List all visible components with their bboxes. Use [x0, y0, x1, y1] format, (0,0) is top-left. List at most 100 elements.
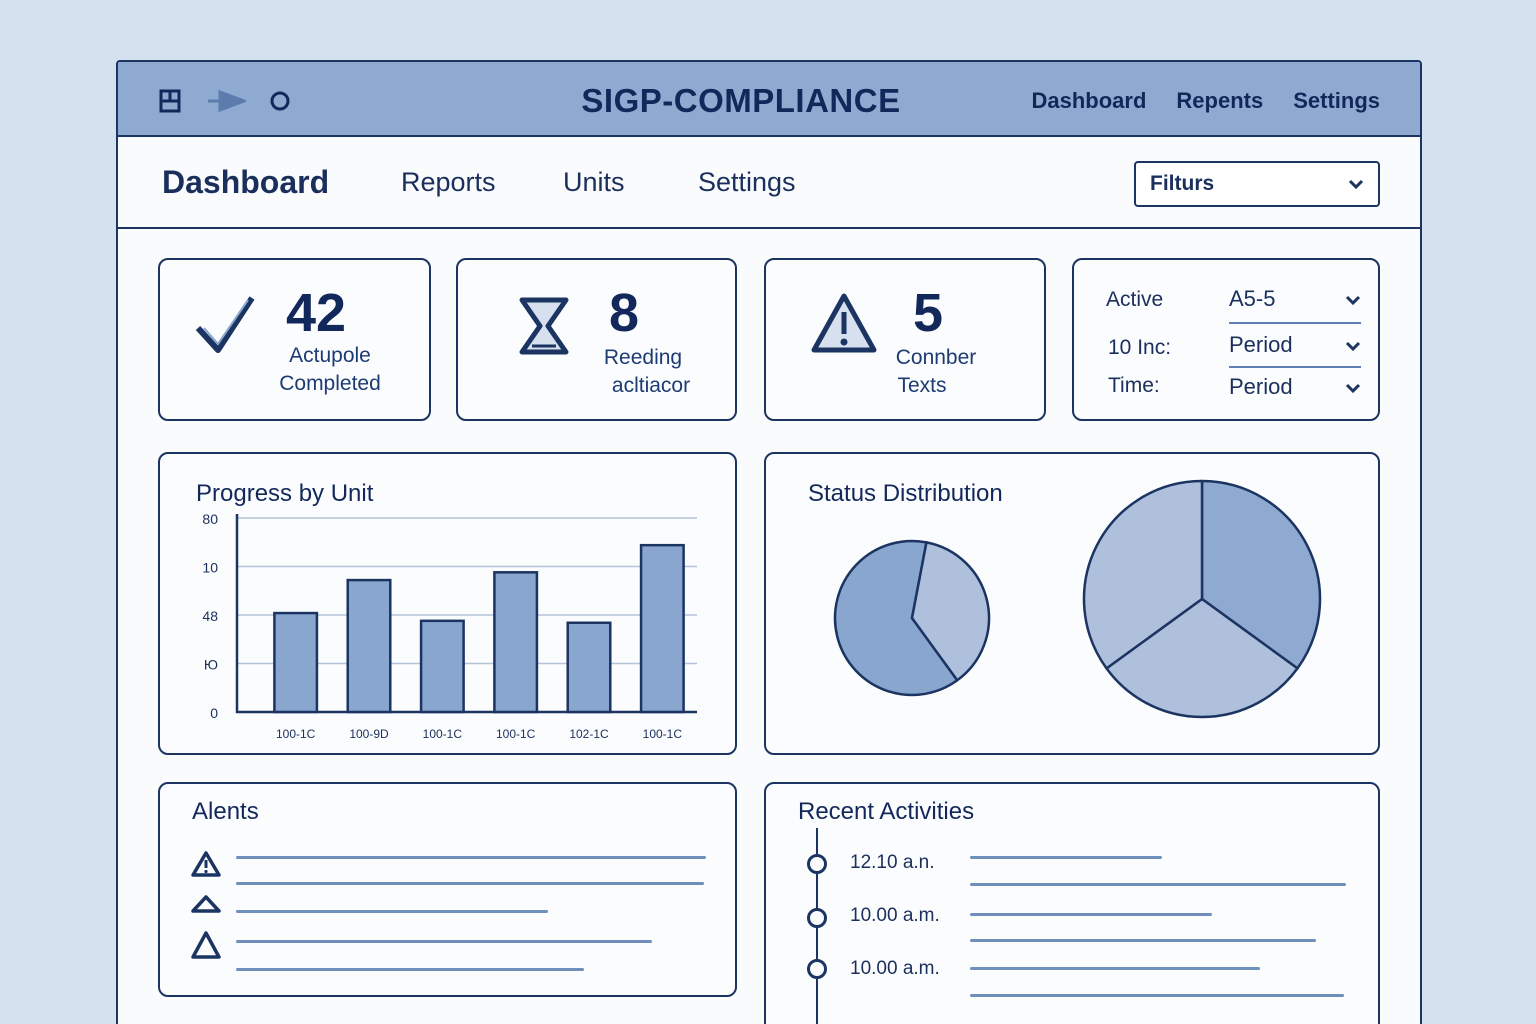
activity-time: 12.10 a.n. — [850, 852, 935, 873]
x-tick-label: 100-1C — [496, 727, 536, 741]
pie-slice[interactable] — [1105, 597, 1299, 719]
stat-label-line1: Actupole — [289, 344, 371, 367]
filter-value: A5-5 — [1229, 286, 1276, 311]
triangle-outline-icon[interactable] — [190, 930, 222, 965]
warning-icon — [810, 292, 878, 359]
panel-title: Status Distribution — [808, 480, 1003, 507]
tab-settings[interactable]: Settings — [698, 167, 796, 197]
bar[interactable] — [419, 619, 465, 714]
timeline-dot — [807, 854, 827, 874]
app-window: SIGP-COMPLIANCE Dashboard Repents Settin… — [116, 60, 1422, 1024]
alert-placeholder-line — [236, 910, 548, 913]
forward-arrow-icon[interactable] — [206, 88, 246, 114]
top-nav-settings[interactable]: Settings — [1293, 88, 1380, 113]
alert-placeholder-line — [236, 882, 704, 885]
bar[interactable] — [639, 543, 685, 714]
divider — [1229, 322, 1361, 324]
title-bar: SIGP-COMPLIANCE Dashboard Repents Settin… — [118, 62, 1420, 137]
stat-label-line2: Texts — [897, 374, 947, 397]
activity-placeholder-line — [970, 913, 1212, 916]
chevron-down-icon — [1345, 286, 1361, 312]
bar[interactable] — [346, 578, 392, 714]
pie-charts — [833, 479, 1322, 719]
filter-select-inc[interactable]: Period — [1229, 332, 1361, 358]
activities-panel: Recent Activities 12.10 a.n. 10.00 a.m. … — [764, 782, 1380, 1024]
tab-units[interactable]: Units — [563, 167, 625, 197]
y-tick-label: 10 — [202, 560, 218, 576]
progress-panel: Progress by Unit 0 Ю 48 10 80 100-1C 100-9D 100… — [158, 452, 737, 755]
bar[interactable] — [273, 611, 319, 714]
chevron-down-icon — [1348, 172, 1364, 196]
stat-value: 8 — [609, 283, 640, 343]
filter-label-active: Active — [1106, 288, 1164, 311]
filter-select-active[interactable]: A5-5 — [1229, 286, 1361, 312]
activity-placeholder-line — [970, 967, 1260, 970]
activity-time: 10.00 a.m. — [850, 958, 940, 979]
bar-chart: 0 Ю 48 10 80 100-1C 100-9D 100-1C 100-1C 102-1C 10… — [202, 511, 697, 741]
sub-nav: Dashboard Reports Units Settings Filturs — [118, 137, 1420, 229]
stat-card-completed[interactable]: 42 Actupole Completed — [158, 258, 431, 421]
tab-reports[interactable]: Reports — [401, 167, 496, 197]
alert-placeholder-line — [236, 968, 584, 971]
stat-value: 42 — [286, 283, 347, 343]
top-nav-reports[interactable]: Repents — [1176, 88, 1264, 113]
hourglass-icon — [518, 296, 570, 361]
x-tick-label: 102-1C — [569, 727, 609, 741]
checkmark-icon — [194, 294, 256, 361]
alerts-panel: Alents — [158, 782, 737, 997]
filter-value: Period — [1229, 332, 1293, 357]
app-title: SIGP-COMPLIANCE — [581, 82, 901, 119]
filters-dropdown[interactable]: Filturs — [1134, 161, 1380, 207]
activity-placeholder-line — [970, 939, 1316, 942]
status-panel: Status Distribution — [764, 452, 1380, 755]
tab-dashboard[interactable]: Dashboard — [162, 164, 330, 200]
warning-icon[interactable] — [190, 850, 222, 883]
x-tick-label: 100-9D — [349, 727, 389, 741]
x-tick-label: 100-1C — [423, 727, 463, 741]
top-nav: Dashboard Repents Settings — [1031, 88, 1380, 114]
activity-placeholder-line — [970, 856, 1162, 859]
triangle-outline-icon[interactable] — [190, 894, 222, 919]
chevron-down-icon — [1345, 332, 1361, 358]
y-tick-label: 0 — [210, 705, 218, 721]
stat-card-pending[interactable]: 8 Reeding acltiacor — [456, 258, 737, 421]
alert-placeholder-line — [236, 940, 652, 943]
filters-dropdown-label: Filturs — [1150, 172, 1215, 195]
top-nav-dashboard[interactable]: Dashboard — [1031, 88, 1147, 113]
filters-card: Active A5-5 10 Inc: Period Time: Period — [1072, 258, 1380, 421]
alert-placeholder-line — [236, 856, 706, 859]
timeline-dot — [807, 959, 827, 979]
stat-card-texts[interactable]: 5 Connber Texts — [764, 258, 1046, 421]
x-tick-label: 100-1C — [643, 727, 683, 741]
divider — [1229, 366, 1361, 368]
pie-slice[interactable] — [1082, 479, 1204, 670]
filter-select-time[interactable]: Period — [1229, 374, 1361, 400]
pie-slice[interactable] — [1200, 479, 1322, 670]
timeline-dot — [807, 908, 827, 928]
bar[interactable] — [566, 621, 612, 714]
stat-label-line1: Reeding — [603, 346, 683, 369]
panel-title: Alents — [192, 798, 259, 825]
activity-time: 10.00 a.m. — [850, 905, 940, 926]
chevron-down-icon — [1345, 374, 1361, 400]
bar[interactable] — [493, 571, 539, 714]
pie-slice[interactable] — [910, 541, 991, 682]
y-tick-label: 80 — [202, 511, 218, 527]
panel-title: Progress by Unit — [196, 480, 374, 507]
activity-placeholder-line — [970, 883, 1346, 886]
circle-icon[interactable] — [268, 89, 292, 113]
stat-label-line2: Completed — [279, 372, 381, 395]
stat-value: 5 — [913, 283, 944, 343]
filter-label-time: Time: — [1108, 374, 1160, 397]
x-tick-label: 100-1C — [276, 727, 316, 741]
sidebar-icon[interactable] — [158, 88, 184, 114]
y-tick-label: Ю — [204, 657, 218, 673]
panel-title: Recent Activities — [798, 798, 975, 825]
filter-value: Period — [1229, 374, 1293, 399]
stat-label-line2: acltiacor — [611, 374, 691, 397]
axis — [235, 514, 697, 714]
y-tick-label: 48 — [202, 608, 218, 624]
pie-slice[interactable] — [833, 539, 959, 697]
filter-label-inc: 10 Inc: — [1108, 336, 1172, 359]
stat-label-line1: Connber — [895, 346, 977, 369]
